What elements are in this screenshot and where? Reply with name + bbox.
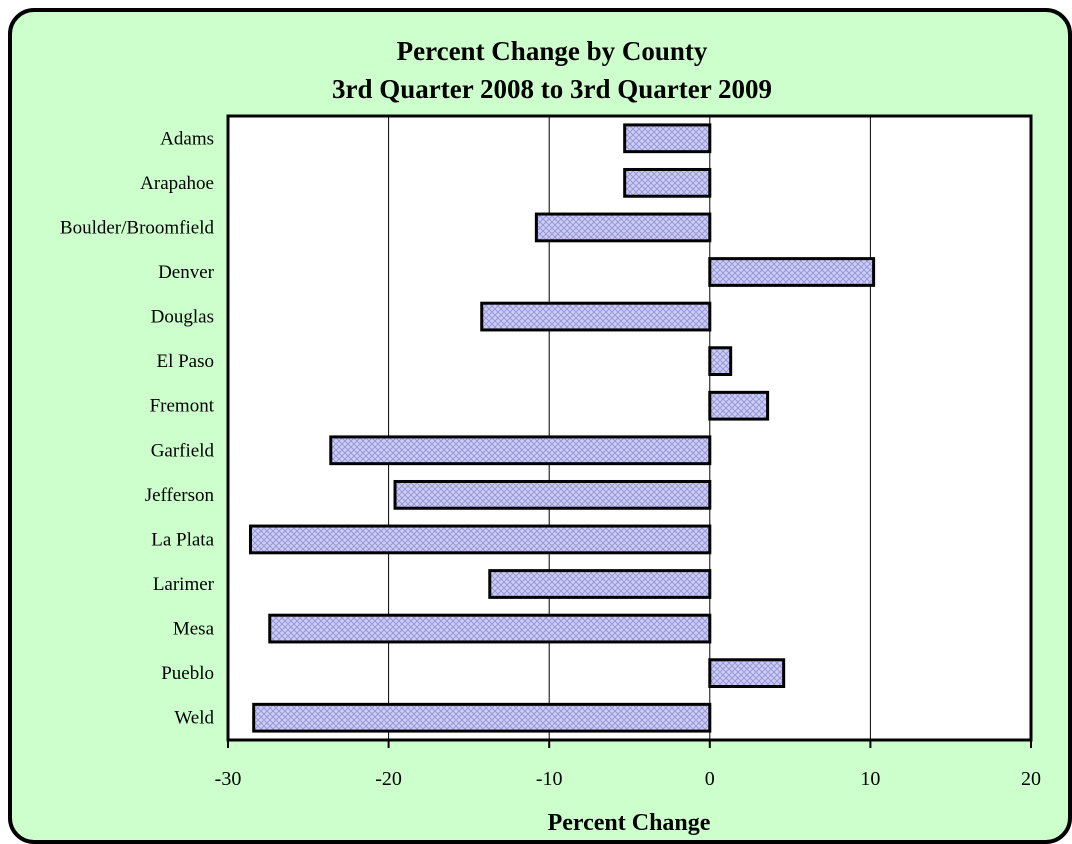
category-label: Garfield (151, 440, 215, 461)
plot-area (228, 116, 1031, 740)
plot-border (226, 114, 1033, 742)
bar (708, 658, 786, 689)
category-label: Denver (158, 262, 215, 283)
category-label: Weld (174, 708, 214, 729)
bar (708, 390, 770, 421)
bar (480, 301, 712, 332)
bar (708, 346, 733, 377)
category-label: Boulder/Broomfield (60, 217, 215, 238)
bar (252, 702, 712, 733)
x-tick-label: 10 (860, 768, 880, 790)
bar (623, 167, 712, 198)
bar-chart: Percent Change by County 3rd Quarter 200… (60, 36, 1041, 836)
category-label: Jefferson (145, 485, 215, 506)
chart-subtitle: 3rd Quarter 2008 to 3rd Quarter 2009 (332, 74, 772, 104)
chart-title: Percent Change by County (397, 36, 708, 66)
category-label: Pueblo (161, 663, 214, 684)
bar (708, 257, 876, 287)
x-axis-title: Percent Change (548, 810, 711, 836)
bar (534, 212, 712, 243)
category-label: La Plata (151, 529, 214, 550)
bar (268, 613, 712, 644)
y-axis-categories: Adams Arapahoe Boulder/Broomfield Denver Dou… (60, 128, 215, 728)
category-label: Fremont (150, 396, 215, 417)
bar (329, 435, 712, 466)
category-label: El Paso (156, 351, 214, 372)
bar (393, 479, 712, 510)
x-tick-label: -30 (215, 768, 242, 790)
x-tick-label: 20 (1021, 768, 1041, 790)
x-axis-ticks: -30 -20 -10 0 10 20 (215, 740, 1041, 790)
x-tick-label: -20 (375, 768, 402, 790)
category-label: Adams (160, 128, 214, 149)
bars (248, 123, 876, 733)
category-label: Arapahoe (140, 173, 214, 194)
bar (623, 123, 712, 154)
chart-frame: Percent Change by County 3rd Quarter 200… (8, 8, 1072, 844)
category-label: Larimer (153, 574, 215, 595)
bar (248, 524, 712, 555)
category-label: Mesa (173, 619, 215, 640)
category-label: Douglas (151, 307, 214, 328)
x-tick-label: 0 (705, 768, 715, 790)
bar (488, 569, 712, 599)
x-tick-label: -10 (536, 768, 563, 790)
